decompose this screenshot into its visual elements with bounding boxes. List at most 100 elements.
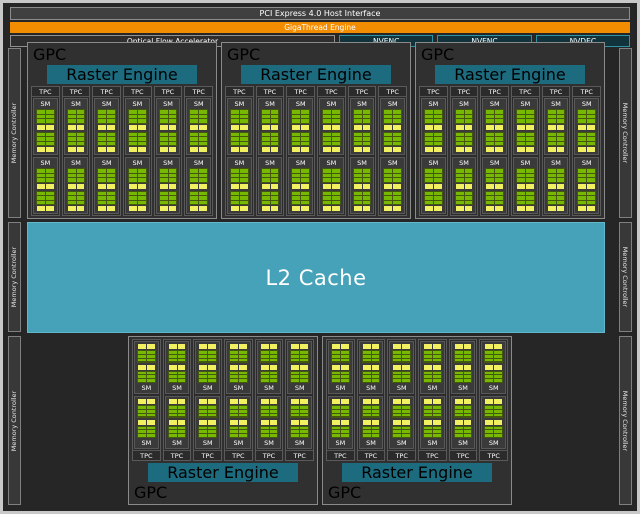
sm-core-grid [189, 190, 209, 205]
core-cell [138, 434, 146, 437]
core-cell [464, 119, 473, 123]
sm-core-grid [423, 350, 442, 363]
core-cell [129, 137, 137, 141]
sm-register-bar [393, 344, 411, 349]
sm-register-bar [138, 399, 155, 404]
register-cell [463, 419, 472, 425]
sm-register-bar [486, 206, 504, 211]
sm-register-bar [353, 183, 371, 189]
sm-core-grid [260, 168, 280, 183]
core-cell [517, 110, 525, 114]
sm-core-grid [167, 350, 187, 363]
register-cell [270, 183, 279, 189]
register-cell [353, 183, 362, 189]
core-cell [362, 426, 371, 430]
core-cell [331, 141, 340, 145]
register-cell [45, 183, 54, 189]
sm-register-bar [454, 399, 472, 404]
register-cell [433, 124, 442, 130]
sm-register-bar [362, 399, 380, 404]
core-cell [393, 358, 402, 362]
core-cell [340, 406, 349, 409]
register-cell [331, 124, 340, 130]
core-cell [332, 354, 340, 358]
core-cell [454, 379, 463, 382]
core-cell [168, 351, 177, 354]
register-cell [45, 147, 54, 152]
register-cell [486, 206, 495, 211]
sm-core-grid [485, 168, 505, 183]
core-cell [300, 371, 309, 375]
sm-label: SM [295, 159, 306, 167]
sm-block: SM [451, 98, 477, 155]
core-cell [587, 132, 596, 136]
core-cell [292, 196, 301, 200]
sm-core-grid [97, 131, 117, 146]
core-cell [556, 132, 565, 136]
register-cell [292, 124, 301, 130]
core-cell [168, 173, 177, 177]
core-cell [517, 191, 525, 195]
register-cell [168, 399, 177, 404]
sm-core-grid [158, 168, 178, 183]
sm-register-bar [261, 206, 279, 211]
core-cell [353, 169, 362, 173]
sm-core-grid [392, 350, 412, 363]
core-cell [238, 413, 247, 417]
sm-register-bar [190, 147, 208, 152]
core-cell [260, 354, 269, 358]
core-cell [495, 110, 504, 114]
register-cell [159, 147, 168, 152]
core-cell [76, 191, 85, 195]
register-cell [107, 183, 116, 189]
register-cell [239, 206, 248, 211]
nvdec-label: NVDEC [569, 36, 597, 46]
core-cell [292, 114, 301, 118]
core-cell [159, 110, 168, 114]
sm-register-bar [138, 419, 155, 425]
sm-core-grid [137, 370, 156, 383]
core-cell [199, 371, 208, 375]
sm-register-bar [486, 147, 504, 152]
core-cell [269, 413, 278, 417]
core-cell [138, 375, 146, 379]
core-cell [402, 434, 411, 437]
sm-register-bar [424, 419, 441, 425]
core-cell [402, 409, 411, 413]
sm-register-bar [362, 419, 380, 425]
sm-block: SM [543, 157, 569, 214]
register-cell [517, 206, 525, 211]
sm-label: SM [458, 439, 468, 447]
tpc-label: TPC [255, 450, 283, 460]
raster-engine-label: Raster Engine [260, 65, 372, 84]
core-cell [208, 413, 217, 417]
core-cell [199, 358, 208, 362]
sm-block: SM [186, 157, 212, 214]
register-cell [168, 364, 177, 370]
core-cell [98, 110, 107, 114]
core-cell [291, 426, 300, 430]
core-cell [578, 178, 587, 182]
core-cell [517, 119, 525, 123]
core-cell [517, 173, 525, 177]
core-cell [301, 196, 310, 200]
register-cell [107, 206, 116, 211]
core-cell [300, 358, 309, 362]
core-cell [432, 409, 441, 413]
core-cell [340, 434, 349, 437]
tpc-block: SM SM TPC [162, 339, 192, 461]
core-cell [425, 169, 433, 173]
core-cell [425, 178, 433, 182]
register-cell [45, 206, 54, 211]
sm-block: SM [288, 98, 314, 155]
sm-core-grid [128, 190, 147, 205]
register-cell [300, 344, 309, 349]
sm-stack: SM SM [93, 97, 120, 215]
core-cell [239, 196, 248, 200]
register-cell [177, 419, 186, 425]
sm-core-grid [128, 168, 147, 183]
register-cell [98, 183, 107, 189]
core-cell [291, 371, 300, 375]
sm-core-grid [189, 168, 209, 183]
